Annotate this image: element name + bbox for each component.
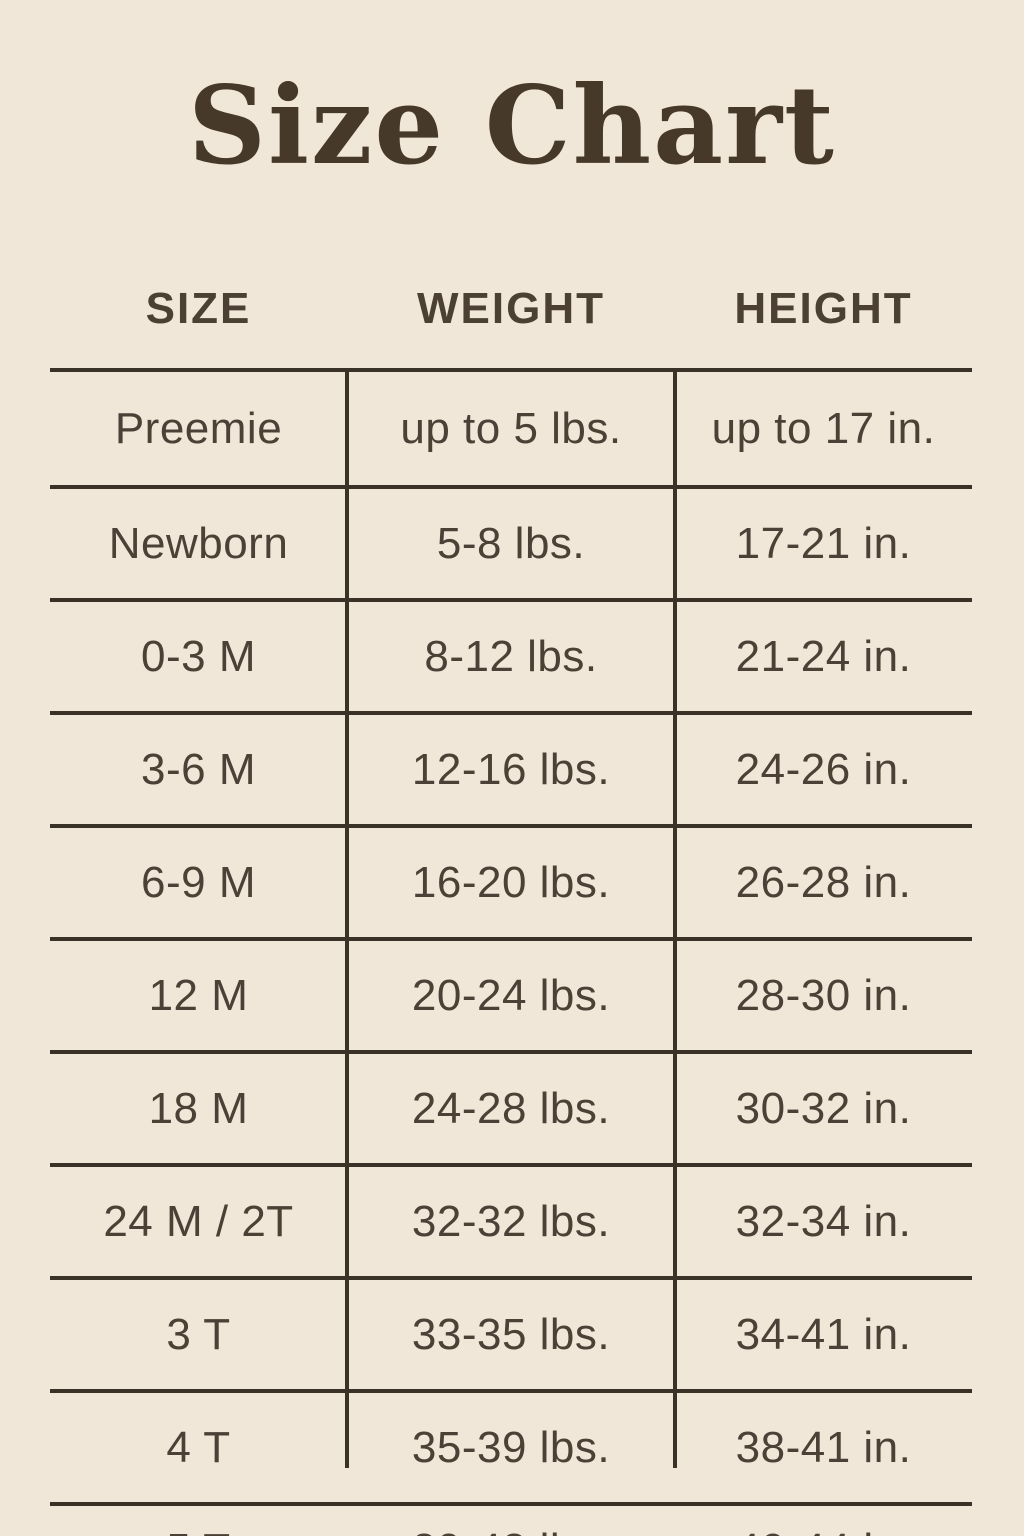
column-header-size: SIZE [145,284,252,333]
table-row-18m: 18 M 24-28 lbs. 30-32 in. [50,1050,972,1163]
cell-height: 17-21 in. [735,518,912,568]
size-table: Preemie up to 5 lbs. up to 17 in. Newbor… [50,368,972,1536]
cell-size: 5 T [50,1525,347,1536]
cell-size: 3-6 M [141,744,256,794]
cell-weight: 35-39 lbs. [411,1422,611,1472]
table-row-6-9m: 6-9 M 16-20 lbs. 26-28 in. [50,824,972,937]
cell-height: up to 17 in. [711,403,936,453]
cell-height: 40-44 in. [675,1525,972,1536]
table-row-3-6m: 3-6 M 12-16 lbs. 24-26 in. [50,711,972,824]
table-row-3t: 3 T 33-35 lbs. 34-41 in. [50,1276,972,1389]
cell-size: 3 T [166,1309,231,1359]
cell-height: 30-32 in. [735,1083,912,1133]
cell-size: Newborn [108,518,289,568]
table-row-24m-2t: 24 M / 2T 32-32 lbs. 32-34 in. [50,1163,972,1276]
cell-height: 24-26 in. [735,744,912,794]
table-header-row: SIZE WEIGHT HEIGHT [50,278,972,340]
cell-size: Preemie [114,403,283,453]
column-divider-right [673,368,677,1468]
cell-height: 34-41 in. [735,1309,912,1359]
column-header-height: HEIGHT [734,284,913,333]
column-divider-left [345,368,349,1468]
cell-height: 28-30 in. [735,970,912,1020]
cell-weight: 8-12 lbs. [424,631,598,681]
cell-weight: 20-24 lbs. [411,970,611,1020]
cell-size: 4 T [166,1422,231,1472]
cell-weight: 5-8 lbs. [436,518,586,568]
cell-size: 6-9 M [141,857,256,907]
cell-height: 32-34 in. [735,1196,912,1246]
table-row-12m: 12 M 20-24 lbs. 28-30 in. [50,937,972,1050]
table-row-newborn: Newborn 5-8 lbs. 17-21 in. [50,485,972,598]
table-row-0-3m: 0-3 M 8-12 lbs. 21-24 in. [50,598,972,711]
cell-size: 24 M / 2T [103,1196,294,1246]
table-row-4t: 4 T 35-39 lbs. 38-41 in. [50,1389,972,1502]
cell-height: 26-28 in. [735,857,912,907]
cell-size: 0-3 M [141,631,256,681]
cell-size: 12 M [148,970,249,1020]
table-row-5t: 5 T 39-43 lbs. 40-44 in. [50,1502,972,1536]
page-title: Size Chart [188,63,836,189]
cell-height: 38-41 in. [735,1422,912,1472]
cell-weight: 33-35 lbs. [411,1309,611,1359]
cell-size: 18 M [148,1083,249,1133]
cell-weight: 24-28 lbs. [411,1083,611,1133]
cell-weight: 12-16 lbs. [411,744,611,794]
column-header-weight: WEIGHT [417,284,605,333]
table-row-preemie: Preemie up to 5 lbs. up to 17 in. [50,368,972,485]
cell-weight: up to 5 lbs. [400,403,622,453]
cell-height: 21-24 in. [735,631,912,681]
cell-weight: 32-32 lbs. [411,1196,611,1246]
cell-weight: 16-20 lbs. [411,857,611,907]
cell-weight: 39-43 lbs. [347,1525,675,1536]
